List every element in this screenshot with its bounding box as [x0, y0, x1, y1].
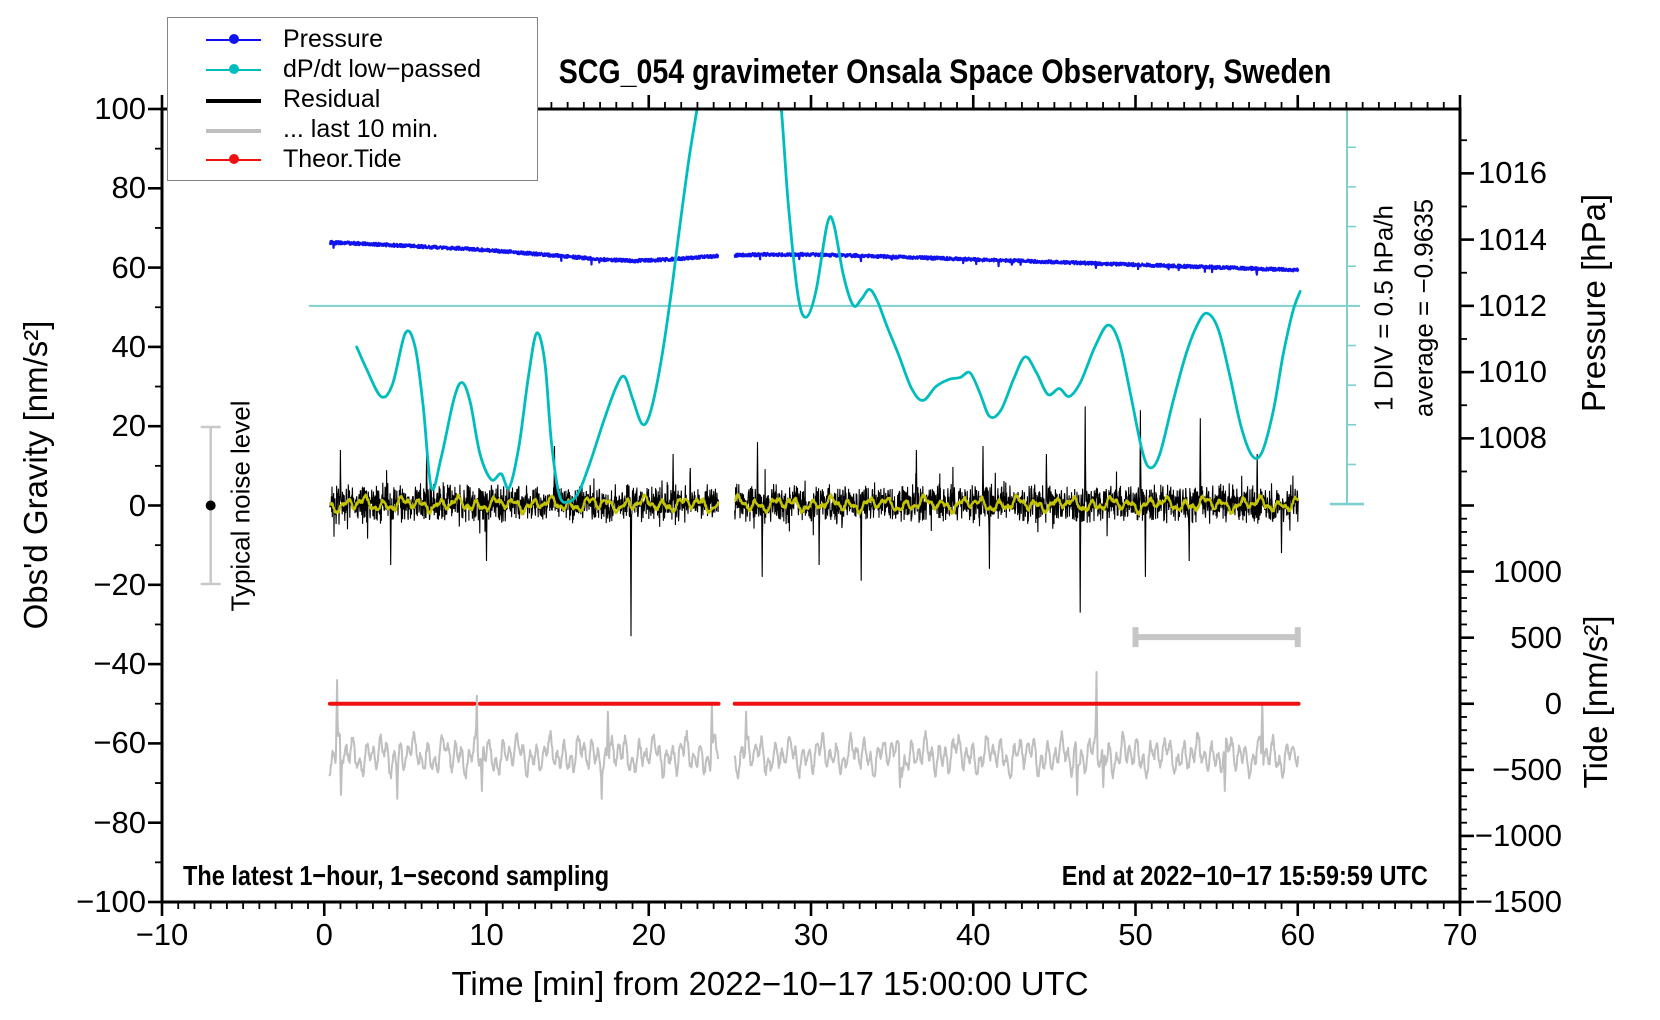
noise-errorbar-dot	[205, 500, 216, 511]
residual-low-passed	[734, 492, 1300, 516]
pressure	[733, 251, 1300, 276]
legend-item: ... last 10 min.	[168, 115, 537, 143]
legend-item-label: ... last 10 min.	[283, 114, 439, 143]
legend-sample-dot-line	[206, 145, 261, 173]
residual	[734, 406, 1299, 613]
legend-sample-line	[206, 115, 261, 143]
legend-item: Theor.Tide	[168, 145, 537, 173]
legend-item-label: Residual	[283, 84, 381, 113]
legend-item-label: Theor.Tide	[283, 144, 402, 173]
residual-low-passed	[328, 493, 720, 516]
dpdt-low-passed	[779, 109, 1302, 470]
legend-item-label: Pressure	[283, 24, 384, 53]
last-10-min-trace	[733, 671, 1300, 796]
legend-sample-line	[206, 85, 261, 113]
legend-item: Pressure	[168, 25, 537, 53]
legend-item: Residual	[168, 85, 537, 113]
dpdt-low-passed	[355, 109, 699, 504]
legend-item-label: dP/dt low−passed	[283, 54, 482, 83]
legend: Pressure dP/dt low−passed Residual... last…	[167, 17, 538, 181]
curves-group	[308, 109, 1360, 800]
legend-sample-dot-line	[206, 55, 261, 83]
last-10-min-trace	[328, 679, 720, 800]
residual	[329, 445, 719, 637]
pressure	[328, 239, 720, 266]
legend-item: dP/dt low−passed	[168, 55, 537, 83]
legend-sample-dot-line	[206, 25, 261, 53]
